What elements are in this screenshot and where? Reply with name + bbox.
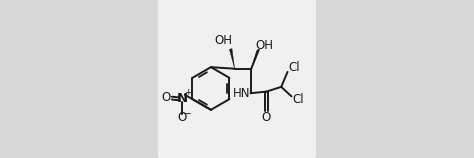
Text: N: N xyxy=(177,92,188,105)
Text: Cl: Cl xyxy=(292,93,304,106)
Text: HN: HN xyxy=(233,87,250,100)
Text: +: + xyxy=(184,88,191,97)
Text: O: O xyxy=(262,111,271,124)
Text: OH: OH xyxy=(255,39,273,52)
Text: O: O xyxy=(162,91,171,104)
Polygon shape xyxy=(229,49,235,69)
Text: O: O xyxy=(178,111,187,124)
FancyBboxPatch shape xyxy=(157,0,317,158)
Polygon shape xyxy=(251,49,258,69)
Text: Cl: Cl xyxy=(288,61,300,74)
Text: OH: OH xyxy=(214,34,232,47)
Text: −: − xyxy=(183,109,192,119)
